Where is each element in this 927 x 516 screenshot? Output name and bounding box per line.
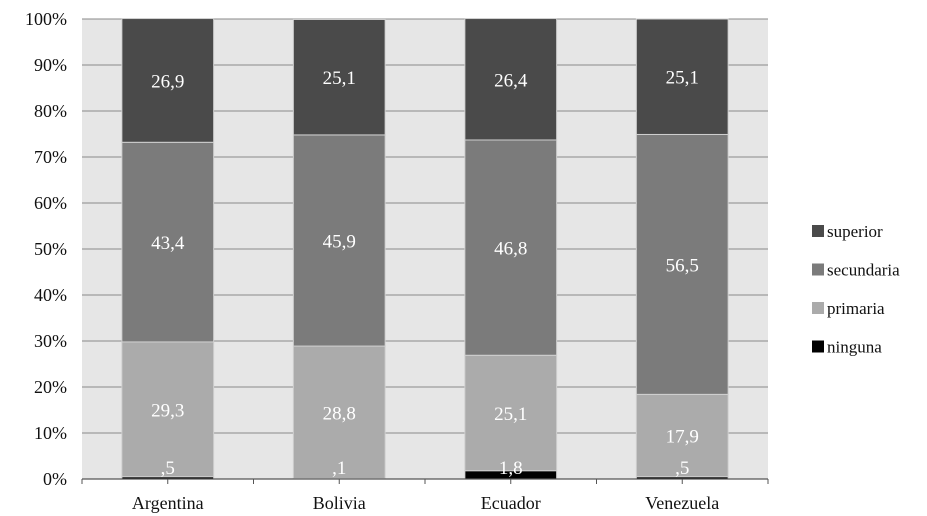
legend-label: ninguna <box>827 338 882 357</box>
x-tick-label: Ecuador <box>481 493 541 513</box>
bar-segment-superior <box>635 18 729 135</box>
legend: superior secundaria primaria ninguna <box>812 222 900 357</box>
bar-segment-secundaria <box>464 139 558 356</box>
y-tick-label: 30% <box>34 331 67 351</box>
data-label: 28,8 <box>323 403 356 424</box>
data-label: 25,1 <box>666 68 699 89</box>
y-tick-label: 40% <box>34 285 67 305</box>
legend-swatch-primaria <box>812 302 824 314</box>
y-tick-label: 50% <box>34 239 67 259</box>
data-label: 1,8 <box>499 458 523 479</box>
data-label: 43,4 <box>151 233 185 254</box>
bars <box>121 18 729 480</box>
bar-segment-secundaria <box>121 141 215 343</box>
x-tick-label: Venezuela <box>645 493 719 513</box>
y-tick-label: 10% <box>34 423 67 443</box>
bar-segment-primaria <box>292 345 386 480</box>
data-label: 45,9 <box>323 231 356 252</box>
y-tick-label: 60% <box>34 193 67 213</box>
data-label: ,5 <box>161 458 175 479</box>
x-tick-label: Bolivia <box>313 493 366 513</box>
data-label: 56,5 <box>666 255 699 276</box>
legend-swatch-ninguna <box>812 340 824 353</box>
bar-segment-primaria <box>121 341 215 478</box>
bar-segment-secundaria <box>292 134 386 347</box>
bar-segment-secundaria <box>635 133 729 395</box>
bar-segment-superior <box>121 18 215 143</box>
y-tick-label: 20% <box>34 377 67 397</box>
data-label: 25,1 <box>494 404 527 425</box>
data-labels: ,5 29,3 43,4 26,9 ,1 28,8 45,9 25,1 1,8 25,1 46,8 2… <box>151 68 699 479</box>
data-label: 25,1 <box>323 68 356 89</box>
y-tick-label: 90% <box>34 55 67 75</box>
legend-swatch-secundaria <box>812 263 824 276</box>
bar-segment-superior <box>464 18 558 141</box>
y-axis: 0% 10% 20% 30% 40% 50% 60% 70% 80% 90% 100% <box>25 9 768 489</box>
legend-label: secundaria <box>827 261 900 280</box>
bar-segment-primaria <box>635 393 729 478</box>
data-label: 29,3 <box>151 400 184 421</box>
data-label: 46,8 <box>494 239 527 260</box>
data-label: 26,9 <box>151 71 184 92</box>
data-label: 17,9 <box>666 427 699 448</box>
y-tick-label: 0% <box>43 469 67 489</box>
x-axis: Argentina Bolivia Ecuador Venezuela <box>81 479 769 513</box>
data-label: 26,4 <box>494 70 528 91</box>
legend-label: primaria <box>827 299 885 318</box>
x-tick-label: Argentina <box>132 493 204 513</box>
bar-segment-primaria <box>464 354 558 472</box>
y-tick-label: 70% <box>34 147 67 167</box>
legend-swatch-superior <box>812 225 824 237</box>
data-label: ,1 <box>332 458 346 479</box>
data-label: ,5 <box>675 458 689 479</box>
legend-label: superior <box>827 222 883 241</box>
bar-segment-superior <box>292 18 386 136</box>
y-tick-label: 80% <box>34 101 67 121</box>
y-tick-label: 100% <box>25 9 67 29</box>
